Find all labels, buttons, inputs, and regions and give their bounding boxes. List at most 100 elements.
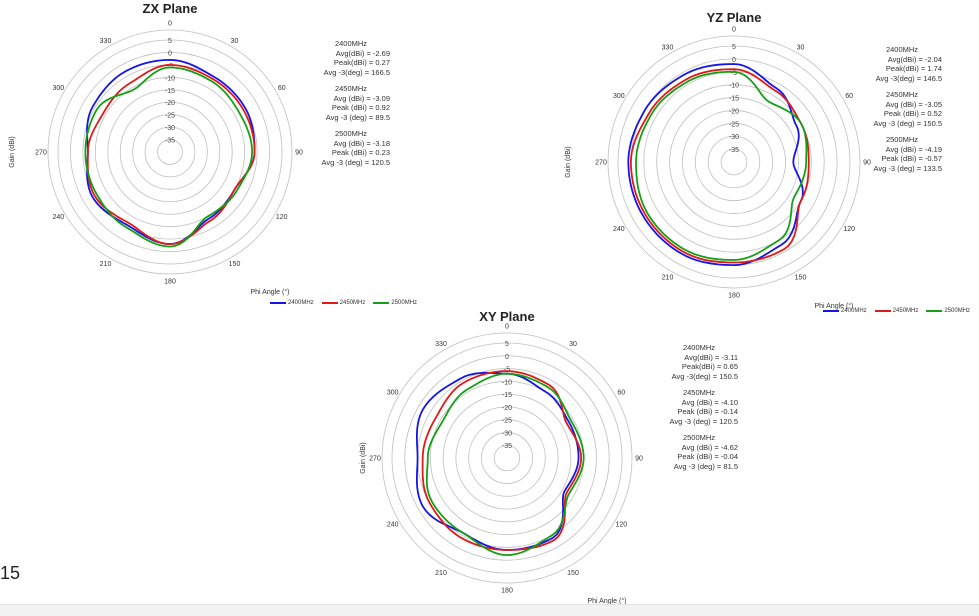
legend-item: 2400MHz: [823, 308, 867, 314]
chart-zx-plane: ZX Plane 0 30 60 90 120 150 180 210 240 270 300 330 5…: [0, 0, 470, 310]
angle-tick-label: 90: [635, 456, 643, 463]
series-line-2400MHz: [627, 63, 804, 266]
stats-line: Avg -3(deg) = 150.5: [671, 371, 738, 381]
stats-frequency: 2450MHz: [885, 90, 919, 99]
legend-label: 2400MHz: [841, 308, 867, 314]
legend-label: 2450MHz: [892, 308, 919, 314]
angle-tick-label: 150: [229, 261, 241, 268]
radial-tick-label: -10: [729, 83, 739, 90]
legend-swatch: [823, 310, 839, 312]
stats-group: 2400MHz Avg(dBi) = -3.11 Peak(dBi) = 0.65 A…: [660, 343, 738, 381]
angle-tick-label: 120: [843, 226, 855, 233]
angle-tick-label: 60: [617, 390, 625, 397]
grid-circle: [617, 45, 851, 279]
stats-line: Peak(dBi) = 1.74: [885, 64, 942, 73]
radial-tick-label: 0: [732, 57, 736, 64]
grid-circle: [468, 419, 546, 497]
angle-tick-label: 90: [295, 150, 303, 157]
stats-line: Avg (dBi) = -3.05: [885, 99, 942, 109]
grid-circle: [70, 52, 270, 252]
grid-circle: [119, 101, 221, 203]
angle-tick-label: 180: [164, 279, 176, 286]
radial-tick-label: -30: [165, 125, 175, 132]
stats-frequency: 2400MHz: [334, 39, 368, 48]
radial-tick-label: -5: [504, 367, 510, 374]
stats-group: 2400MHz Avg(dBi) = -2.04 Peak(dBi) = 1.74 A…: [862, 45, 942, 83]
stats-frequency: 2500MHz: [885, 135, 919, 144]
stats-line: Avg (dBi) = -4.62: [681, 442, 738, 452]
radial-tick-label: -15: [165, 88, 175, 95]
angle-tick-label: 300: [387, 390, 399, 397]
grid-circle: [132, 114, 208, 190]
legend-swatch: [321, 302, 338, 304]
angle-tick-label: 270: [595, 160, 607, 167]
outer-ring: [381, 332, 633, 584]
stats-frequency: 2500MHz: [334, 129, 368, 138]
grid-circle: [107, 89, 233, 215]
angle-tick-label: 210: [662, 275, 674, 282]
y-axis-label: Gain (dBi): [565, 146, 572, 178]
legend-swatch: [373, 302, 390, 304]
polar-chart-yz: YZ Plane 0 30 60 90 120 150 180 210 240 270 300 330 5…: [565, 10, 871, 310]
grid-circle: [669, 97, 799, 227]
stats-line: Avg(dBi) = -3.11: [684, 352, 738, 362]
chart-yz-plane: YZ Plane 0 30 60 90 120 150 180 210 240 270 300 330 5…: [490, 0, 979, 320]
stats-group: 2450MHz Avg (dBi) = -3.09 Peak (dBi) = 0.9…: [312, 84, 390, 122]
stats-yz: 2400MHz Avg(dBi) = -2.04 Peak(dBi) = 1.74 A…: [862, 45, 942, 180]
chart-title: XY Plane: [479, 309, 534, 324]
radial-tick-label: -35: [729, 147, 739, 154]
legend-label: 2500MHz: [944, 308, 971, 314]
grid-circle: [656, 84, 812, 240]
stats-line: Peak (dBi) = -0.04: [677, 452, 738, 461]
stats-line: Peak (dBi) = 0.92: [331, 103, 390, 112]
stats-group: 2500MHz Avg (dBi) = -4.19 Peak (dBi) = -0.…: [862, 135, 942, 173]
radial-tick-label: -25: [729, 121, 739, 128]
angle-tick-label: 0: [505, 324, 509, 331]
stats-line: Avg (dBi) = -3.18: [333, 138, 390, 148]
grid-circle: [694, 122, 774, 202]
radial-tick-label: 5: [732, 44, 736, 51]
stats-line: Peak (dBi) = -0.57: [881, 154, 942, 163]
stats-line: Peak(dBi) = 0.27: [333, 58, 390, 67]
outer-ring: [607, 35, 861, 289]
stats-group: 2400MHz Avg(dBi) = -2.69 Peak(dBi) = 0.27 A…: [312, 39, 390, 77]
stats-frequency: 2450MHz: [334, 84, 368, 93]
radial-tick-label: 5: [505, 341, 509, 348]
stats-zx: 2400MHz Avg(dBi) = -2.69 Peak(dBi) = 0.27 A…: [312, 39, 390, 174]
radial-tick-label: -15: [729, 96, 739, 103]
series-line-2500MHz: [84, 66, 253, 248]
radial-tick-label: -5: [167, 63, 173, 70]
chart-title: YZ Plane: [707, 10, 762, 25]
series-line-2450MHz: [86, 64, 256, 245]
angle-tick-label: 180: [728, 293, 740, 300]
x-axis-label: Phi Angle (°): [588, 597, 627, 605]
stats-line: Avg -3 (deg) = 133.5: [873, 163, 942, 173]
stats-frequency: 2400MHz: [682, 343, 716, 352]
grid-circle: [57, 39, 283, 265]
stats-line: Avg -3 (deg) = 120.5: [669, 416, 738, 426]
legend-yz: 2400MHz 2450MHz 2500MHz: [823, 308, 970, 314]
stats-line: Avg -3(deg) = 166.5: [323, 67, 390, 77]
stats-group: 2500MHz Avg (dBi) = -3.18 Peak (dBi) = 0.2…: [312, 129, 390, 167]
radial-tick-label: -25: [165, 113, 175, 120]
radial-tick-label: -15: [502, 392, 512, 399]
legend-item: 2400MHz: [270, 300, 314, 306]
stats-line: Peak(dBi) = 0.65: [681, 362, 738, 371]
legend-swatch: [926, 310, 943, 312]
stats-line: Avg -3(deg) = 146.5: [875, 73, 942, 83]
radial-tick-label: -35: [165, 138, 175, 145]
grid-circle: [707, 135, 761, 189]
radial-tick-label: -10: [165, 75, 175, 82]
grid-circle: [404, 355, 610, 561]
angle-tick-label: 0: [732, 27, 736, 34]
legend-item: 2450MHz: [321, 300, 365, 306]
stats-line: Avg(dBi) = -2.04: [887, 54, 942, 64]
page-number: 15: [0, 563, 21, 583]
angle-tick-label: 0: [168, 21, 172, 28]
angle-tick-label: 180: [501, 588, 513, 595]
stats-frequency: 2400MHz: [885, 45, 919, 54]
radial-tick-label: -30: [502, 430, 512, 437]
polar-chart-zx: ZX Plane 0 30 60 90 120 150 180 210 240 270 300 330 5…: [9, 1, 303, 296]
radial-tick-label: -30: [729, 134, 739, 141]
angle-tick-label: 120: [276, 214, 288, 221]
